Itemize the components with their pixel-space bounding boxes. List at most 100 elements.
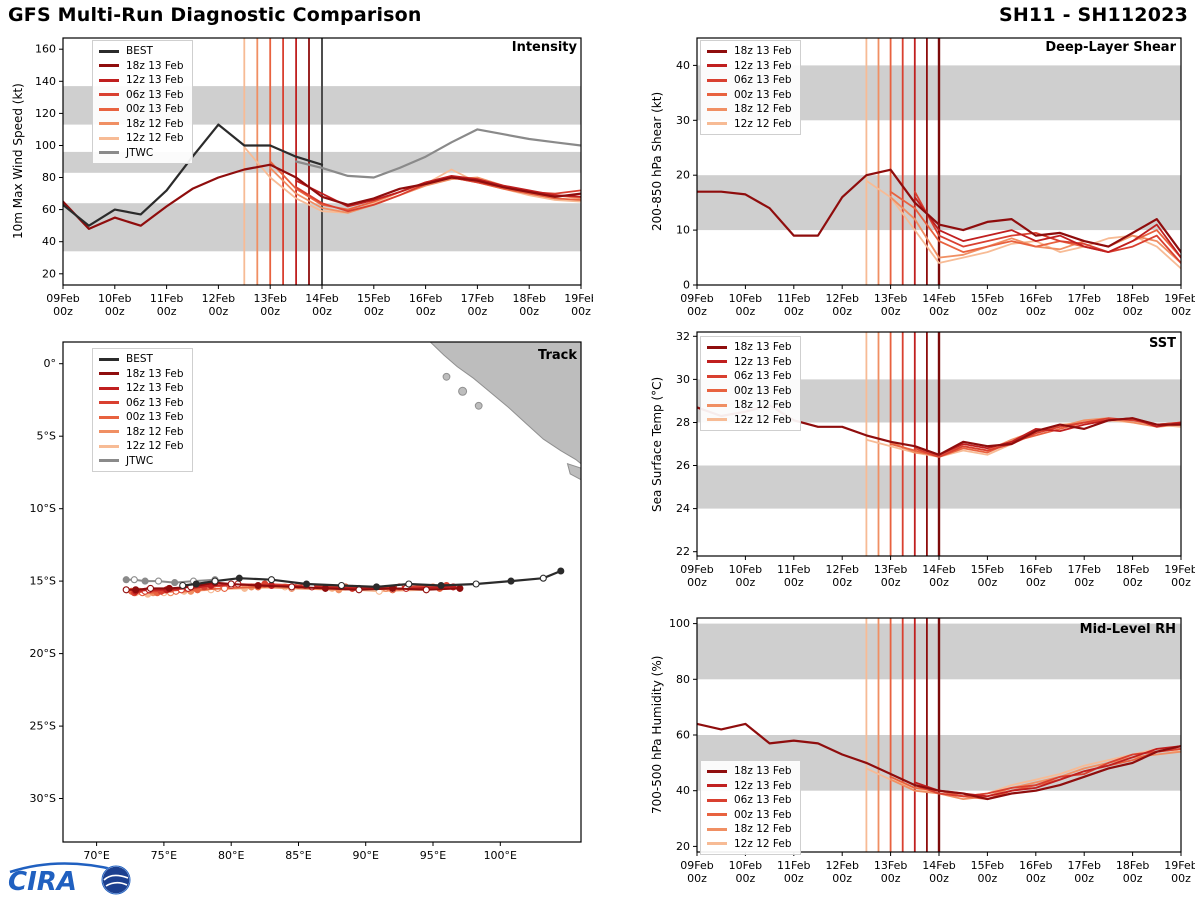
svg-text:13Feb: 13Feb	[874, 859, 907, 872]
legend-item-18z-12-feb: 18z 12 Feb	[99, 117, 184, 132]
legend-swatch	[707, 360, 727, 364]
svg-text:11Feb: 11Feb	[777, 292, 810, 305]
svg-text:00z: 00z	[364, 305, 384, 318]
svg-text:24: 24	[676, 502, 690, 515]
svg-text:00z: 00z	[1074, 576, 1094, 589]
svg-text:17Feb: 17Feb	[1067, 292, 1100, 305]
svg-text:19Feb: 19Feb	[1164, 563, 1195, 576]
legend-label: 12z 13 Feb	[734, 59, 792, 72]
shear-chart: 09Feb00z10Feb00z11Feb00z12Feb00z13Feb00z…	[676, 37, 1195, 318]
svg-text:80°E: 80°E	[218, 849, 244, 862]
legend-swatch	[707, 78, 727, 82]
legend-item-18z-13-feb: 18z 13 Feb	[99, 59, 184, 74]
svg-text:16Feb: 16Feb	[1019, 563, 1052, 576]
legend-item-18z-13-feb: 18z 13 Feb	[707, 764, 792, 779]
svg-text:40: 40	[676, 784, 690, 797]
legend-label: 12z 12 Feb	[126, 440, 184, 453]
legend-label: 12z 12 Feb	[126, 132, 184, 145]
svg-text:22: 22	[676, 545, 690, 558]
legend-label: 18z 13 Feb	[734, 765, 792, 778]
svg-text:16Feb: 16Feb	[409, 292, 442, 305]
legend-item-06z-13-feb: 06z 13 Feb	[707, 73, 792, 88]
legend-swatch	[707, 827, 727, 831]
legend-swatch	[99, 430, 119, 434]
legend-swatch	[99, 372, 119, 376]
svg-text:00z: 00z	[881, 872, 901, 885]
svg-text:00z: 00z	[784, 305, 804, 318]
shear-legend: 18z 13 Feb 12z 13 Feb 06z 13 Feb 00z 13 Feb…	[700, 40, 801, 135]
legend-item-00z-13-feb: 00z 13 Feb	[707, 88, 792, 103]
svg-text:00z: 00z	[1074, 872, 1094, 885]
svg-text:95°E: 95°E	[420, 849, 446, 862]
legend-item-18z-13-feb: 18z 13 Feb	[707, 44, 792, 59]
svg-text:15°S: 15°S	[30, 575, 56, 588]
legend-item-12z-13-feb: 12z 13 Feb	[707, 59, 792, 74]
svg-text:85°E: 85°E	[285, 849, 311, 862]
legend-item-best: BEST	[99, 44, 184, 59]
legend-swatch	[707, 769, 727, 773]
svg-text:20°S: 20°S	[30, 647, 56, 660]
legend-label: JTWC	[126, 146, 154, 159]
legend-item-18z-13-feb: 18z 13 Feb	[707, 340, 792, 355]
svg-text:00z: 00z	[784, 576, 804, 589]
legend-label: 12z 12 Feb	[734, 413, 792, 426]
legend-item-jtwc: JTWC	[99, 454, 184, 469]
svg-text:00z: 00z	[1171, 872, 1191, 885]
svg-text:09Feb: 09Feb	[680, 859, 713, 872]
legend-swatch	[99, 357, 119, 361]
intensity-legend: BEST 18z 13 Feb 12z 13 Feb 06z 13 Feb 00z 13…	[92, 40, 193, 164]
svg-text:00z: 00z	[687, 305, 707, 318]
svg-text:10: 10	[676, 224, 690, 237]
legend-item-00z-13-feb: 00z 13 Feb	[707, 808, 792, 823]
legend-swatch	[707, 345, 727, 349]
legend-label: 12z 12 Feb	[734, 117, 792, 130]
legend-item-00z-13-feb: 00z 13 Feb	[707, 384, 792, 399]
svg-text:60: 60	[42, 203, 56, 216]
svg-text:00z: 00z	[1171, 305, 1191, 318]
svg-text:30: 30	[676, 114, 690, 127]
legend-swatch	[99, 415, 119, 419]
svg-text:140: 140	[35, 75, 56, 88]
svg-text:60: 60	[676, 729, 690, 742]
legend-label: 18z 12 Feb	[126, 117, 184, 130]
svg-text:5°S: 5°S	[37, 430, 56, 443]
svg-text:00z: 00z	[209, 305, 229, 318]
svg-text:00z: 00z	[53, 305, 73, 318]
svg-text:13Feb: 13Feb	[874, 292, 907, 305]
legend-swatch	[707, 122, 727, 126]
legend-swatch	[707, 49, 727, 53]
legend-swatch	[99, 151, 119, 155]
legend-label: 06z 13 Feb	[126, 396, 184, 409]
legend-label: JTWC	[126, 454, 154, 467]
legend-item-12z-12-feb: 12z 12 Feb	[707, 117, 792, 132]
legend-label: 18z 13 Feb	[126, 367, 184, 380]
svg-text:20: 20	[676, 840, 690, 853]
legend-item-12z-12-feb: 12z 12 Feb	[707, 413, 792, 428]
svg-text:32: 32	[676, 330, 690, 343]
svg-text:00z: 00z	[1123, 305, 1143, 318]
legend-item-12z-12-feb: 12z 12 Feb	[99, 439, 184, 454]
intensity-panel-title: Intensity	[511, 40, 577, 55]
svg-text:00z: 00z	[312, 305, 332, 318]
legend-item-jtwc: JTWC	[99, 146, 184, 161]
svg-text:00z: 00z	[978, 576, 998, 589]
svg-text:14Feb: 14Feb	[922, 563, 955, 576]
svg-text:120: 120	[35, 107, 56, 120]
svg-text:20: 20	[676, 169, 690, 182]
svg-text:14Feb: 14Feb	[305, 292, 338, 305]
svg-text:10°S: 10°S	[30, 502, 56, 515]
legend-label: 12z 13 Feb	[734, 355, 792, 368]
svg-text:100: 100	[669, 617, 690, 630]
legend-swatch	[707, 842, 727, 846]
svg-text:00z: 00z	[736, 872, 756, 885]
svg-text:00z: 00z	[736, 576, 756, 589]
legend-item-06z-13-feb: 06z 13 Feb	[99, 396, 184, 411]
svg-text:16Feb: 16Feb	[1019, 292, 1052, 305]
svg-text:12Feb: 12Feb	[825, 563, 858, 576]
legend-label: 06z 13 Feb	[734, 74, 792, 87]
legend-swatch	[707, 813, 727, 817]
legend-label: 06z 13 Feb	[734, 370, 792, 383]
svg-text:160: 160	[35, 43, 56, 56]
svg-text:19Feb: 19Feb	[564, 292, 593, 305]
legend-item-12z-13-feb: 12z 13 Feb	[99, 73, 184, 88]
